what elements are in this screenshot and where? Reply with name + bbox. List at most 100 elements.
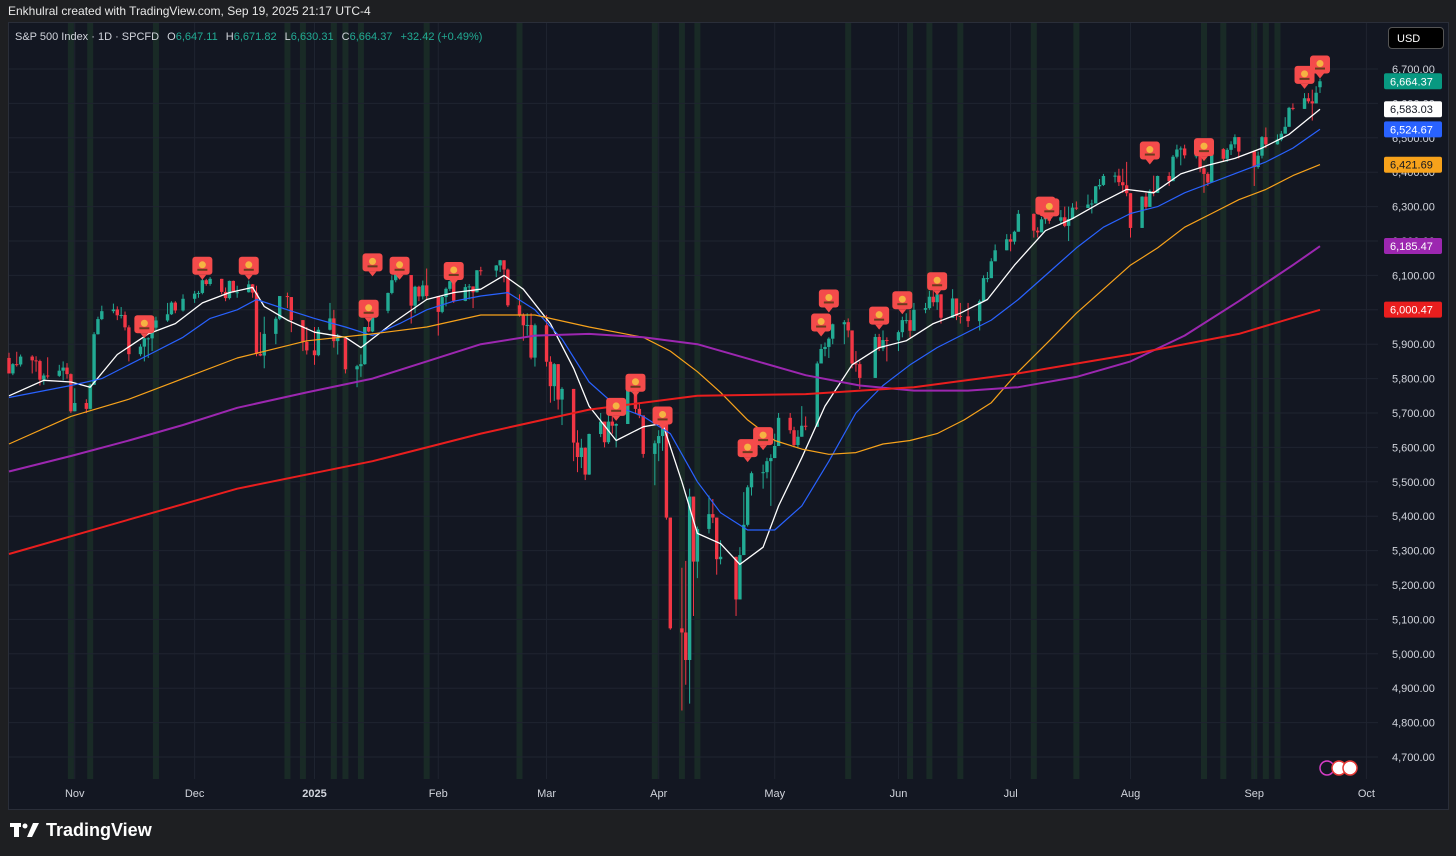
bell-icon xyxy=(817,318,825,326)
y-tick-label: 4,700.00 xyxy=(1392,752,1435,764)
signal-marker xyxy=(1309,55,1330,79)
candle-body xyxy=(552,364,556,387)
candle-body xyxy=(614,424,618,426)
candle xyxy=(691,496,696,616)
candle-body xyxy=(467,286,471,288)
candle-body xyxy=(761,472,765,474)
candle-body xyxy=(626,389,630,425)
candle xyxy=(587,433,591,475)
candle-body xyxy=(355,366,359,370)
highlight-day xyxy=(678,23,685,779)
event-icons[interactable] xyxy=(1319,760,1358,776)
x-tick-label: Aug xyxy=(1121,788,1141,800)
candle-body xyxy=(691,496,696,562)
tradingview-logo-icon xyxy=(10,823,39,837)
candle xyxy=(687,488,692,704)
candle-body xyxy=(305,341,309,351)
bell-icon-base xyxy=(932,284,943,287)
moving-averages xyxy=(8,108,1321,566)
x-axis[interactable]: Nov Dec 2025 Feb Mar Apr May Jun Jul Aug Sep Oct xyxy=(65,788,1375,800)
candle-body xyxy=(506,269,510,306)
candle-body xyxy=(981,278,986,302)
candle-body xyxy=(154,320,158,328)
candle xyxy=(498,259,502,272)
currency-button[interactable]: USD xyxy=(1388,27,1444,49)
candle-body xyxy=(668,517,672,629)
candle xyxy=(1113,172,1117,183)
x-tick-label: Sep xyxy=(1244,788,1264,800)
candle-body xyxy=(985,278,990,280)
candle-body xyxy=(529,324,533,358)
candle-body xyxy=(289,297,294,321)
low-value: 6,630.31 xyxy=(290,31,334,43)
candle-body xyxy=(1264,137,1268,145)
bell-icon xyxy=(396,261,404,269)
highlight-day xyxy=(1200,23,1207,779)
candle-body xyxy=(498,260,502,266)
candle-body xyxy=(1179,148,1183,150)
us-flag-icon[interactable] xyxy=(1342,760,1358,776)
candle xyxy=(123,311,127,331)
candle xyxy=(575,430,580,473)
y-tick-label: 4,800.00 xyxy=(1392,718,1435,730)
candle-body xyxy=(1117,175,1121,183)
x-tick-label: Oct xyxy=(1358,788,1375,800)
candle-body xyxy=(15,364,19,366)
candle-body xyxy=(587,433,591,475)
candle-body xyxy=(1155,175,1160,193)
signal-marker xyxy=(606,397,627,421)
bell-icon xyxy=(631,378,639,386)
candle xyxy=(409,275,413,324)
signal-marker-pointer xyxy=(743,457,752,463)
candle-body xyxy=(254,292,259,354)
candle-body xyxy=(138,346,143,355)
tradingview-logo[interactable]: TradingView xyxy=(10,819,152,841)
candle xyxy=(579,438,584,469)
candle-body xyxy=(517,305,522,316)
candle-body xyxy=(363,327,367,365)
candle-body xyxy=(173,302,177,311)
candle-body xyxy=(1210,149,1214,183)
change-value: +32.42 (+0.49%) xyxy=(400,31,483,43)
candle-body xyxy=(328,318,332,330)
signal-marker xyxy=(869,306,890,330)
high-value: 6,671.82 xyxy=(233,31,277,43)
candle xyxy=(127,325,131,362)
y-tick-label: 6,700.00 xyxy=(1392,64,1435,76)
price-tag: 6,185.47 xyxy=(1384,237,1442,254)
candle xyxy=(343,337,348,374)
candle xyxy=(684,560,688,685)
bell-icon-base xyxy=(874,318,885,321)
candle-body xyxy=(1101,175,1106,185)
candle xyxy=(1182,144,1187,159)
bell-icon xyxy=(659,410,667,418)
candle xyxy=(1063,206,1067,228)
x-tick-label: Feb xyxy=(429,788,448,800)
candle xyxy=(1314,86,1318,104)
candle xyxy=(1175,144,1179,159)
candle xyxy=(1179,146,1183,166)
candle xyxy=(664,422,669,520)
candle-body xyxy=(827,338,831,347)
candle-body xyxy=(223,291,228,299)
bell-icon xyxy=(245,261,253,269)
candle-body xyxy=(815,363,819,427)
candle-body xyxy=(1202,168,1206,174)
bell-icon-base xyxy=(823,301,834,304)
candle-body xyxy=(1237,137,1241,152)
x-tick-label: Nov xyxy=(65,788,85,800)
candle xyxy=(312,327,317,365)
candle-body xyxy=(796,436,800,445)
candle xyxy=(803,416,808,431)
candle xyxy=(1229,141,1233,155)
candle-body xyxy=(88,384,92,409)
candle-body xyxy=(1287,107,1291,127)
candle-body xyxy=(556,364,560,400)
highlight-day xyxy=(299,23,306,779)
candle xyxy=(846,318,850,338)
candle-body xyxy=(192,293,197,299)
symbol-label[interactable]: S&P 500 Index · 1D · SPCFD xyxy=(15,31,160,43)
candle-body xyxy=(1167,175,1171,182)
candle-body xyxy=(11,364,15,374)
